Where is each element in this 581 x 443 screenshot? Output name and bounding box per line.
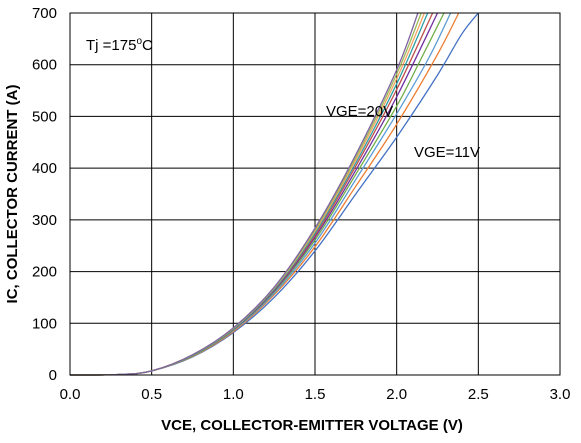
x-tick-label: 0.0 <box>60 386 81 403</box>
annotation-temperature-text: Tj =175 <box>86 37 136 54</box>
x-tick-label: 2.5 <box>468 386 489 403</box>
plot-frame <box>69 12 561 376</box>
x-tick-label: 0.5 <box>141 386 162 403</box>
x-axis-title: VCE, COLLECTOR-EMITTER VOLTAGE (V) <box>161 417 463 434</box>
series-line-3 <box>69 12 452 376</box>
y-axis-title: IC, COLLECTOR CURRENT (A) <box>4 85 21 304</box>
x-tick-label: 1.0 <box>223 386 244 403</box>
y-tick-label: 700 <box>32 5 57 22</box>
series-line-5 <box>69 12 439 376</box>
tick-labels: 0.0 0.5 1.0 1.5 2.0 2.5 3.0 0 100 200 300 400 500 600… <box>32 5 570 403</box>
annotation-temperature: Tj =175oC <box>86 36 153 54</box>
annotation-vge-20v: VGE=20V <box>326 103 393 120</box>
y-tick-label: 600 <box>32 57 57 74</box>
x-tick-label: 1.5 <box>305 386 326 403</box>
annotation-temperature-unit: C <box>142 37 153 54</box>
series-group <box>69 12 479 376</box>
series-line-4 <box>69 12 445 376</box>
y-tick-label: 400 <box>32 160 57 177</box>
x-tick-label: 3.0 <box>550 386 571 403</box>
y-tick-label: 500 <box>32 108 57 125</box>
annotation-vge-11v: VGE=11V <box>414 144 480 161</box>
y-tick-label: 100 <box>32 315 57 332</box>
series-line-10 <box>69 12 419 376</box>
x-tick-label: 2.0 <box>386 386 407 403</box>
y-tick-label: 200 <box>32 264 57 281</box>
y-tick-label: 0 <box>49 367 57 384</box>
y-tick-label: 300 <box>32 212 57 229</box>
series-line-2 <box>69 12 460 376</box>
series-line-6 <box>69 12 434 376</box>
annotation-temperature-degree: o <box>136 36 142 47</box>
grid <box>70 13 560 375</box>
plot-area-border <box>69 12 561 376</box>
